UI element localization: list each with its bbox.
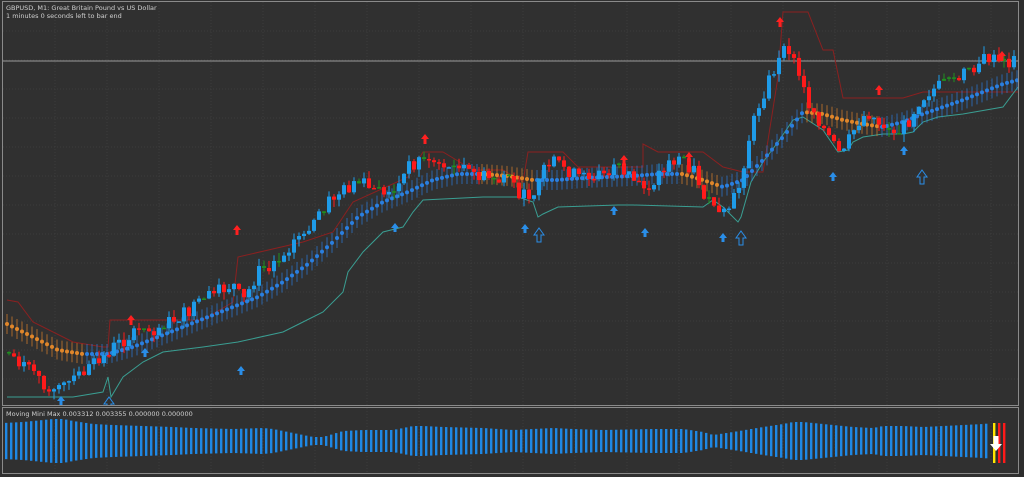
buy-arrow-icon <box>900 146 908 155</box>
price-chart-canvas[interactable] <box>3 2 1019 406</box>
buy-arrow-icon <box>521 224 529 233</box>
signal-bar <box>1003 423 1006 463</box>
grid <box>3 2 1018 405</box>
price-axis[interactable] <box>1019 0 1024 477</box>
oscillator-canvas[interactable] <box>3 408 1019 474</box>
symbol-title: GBPUSD, M1: Great Britain Pound vs US Do… <box>6 4 157 12</box>
sell-arrow-icon <box>127 315 135 325</box>
sell-arrow-icon <box>875 85 883 95</box>
bar-timer: 1 minutes 0 seconds left to bar end <box>6 12 122 20</box>
indicator-subwindow[interactable]: Moving Mini Max 0.003312 0.003355 0.0000… <box>2 407 1019 474</box>
sell-arrow-icon <box>421 134 429 144</box>
buy-arrow-icon <box>829 172 837 181</box>
sell-arrow-icon <box>620 155 628 165</box>
buy-arrow-icon <box>57 396 65 405</box>
hollow-buy-arrow-icon <box>103 396 115 405</box>
signal-arrows <box>57 17 1006 405</box>
sell-arrow-icon <box>685 152 693 162</box>
buy-arrow-icon <box>719 233 727 242</box>
sell-arrow-icon <box>233 225 241 235</box>
indicator-label: Moving Mini Max 0.003312 0.003355 0.0000… <box>6 410 193 418</box>
hollow-buy-arrow-icon <box>916 169 928 185</box>
buy-arrow-icon <box>141 348 149 357</box>
candlesticks <box>7 38 1016 400</box>
lower-band-line <box>7 86 1018 399</box>
signal-bar <box>998 423 1001 463</box>
buy-arrow-icon <box>391 223 399 232</box>
upper-band-line <box>6 11 1018 348</box>
sell-arrow-icon <box>776 17 784 27</box>
buy-arrow-icon <box>610 206 618 215</box>
hollow-buy-arrow-icon <box>533 227 545 243</box>
oscillator-bars <box>5 419 1006 463</box>
moving-average-dots <box>5 70 1018 364</box>
buy-arrow-icon <box>641 228 649 237</box>
hollow-buy-arrow-icon <box>735 230 747 246</box>
main-price-chart[interactable]: GBPUSD, M1: Great Britain Pound vs US Do… <box>2 1 1019 406</box>
buy-arrow-icon <box>237 366 245 375</box>
sell-arrow-icon <box>998 51 1006 61</box>
down-arrow-icon <box>990 436 1002 451</box>
